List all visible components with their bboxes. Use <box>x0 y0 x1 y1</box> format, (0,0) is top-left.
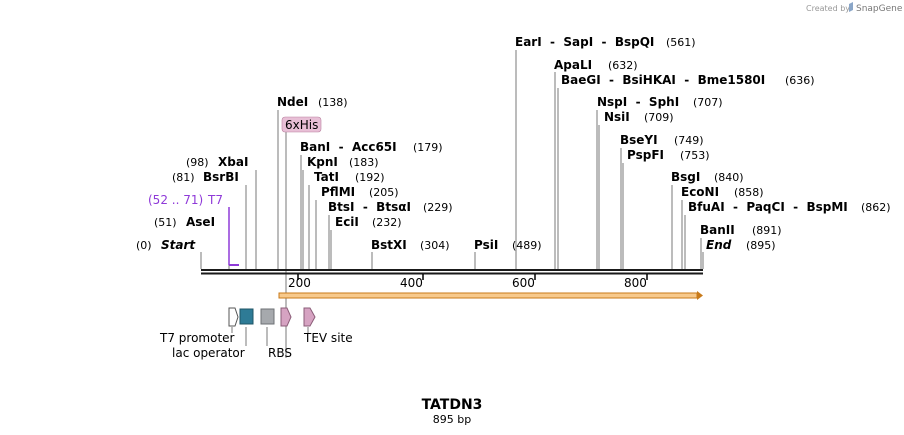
site-lines <box>200 50 704 358</box>
enzyme-pos: (205) <box>369 186 399 199</box>
6xhis-tag-label: 6xHis <box>285 118 318 132</box>
enzyme-name: PspFI <box>627 148 664 162</box>
t7-primer-range: (52 .. 71) <box>148 193 203 207</box>
enzyme-name: ApaLI <box>554 58 592 72</box>
enzyme-name: XbaI <box>218 155 248 169</box>
his-tag-marker-icon <box>280 307 292 327</box>
credit-prefix: Created by <box>806 4 850 13</box>
scale-ticks: 200 400 600 800 <box>288 276 647 290</box>
scale-tick: 800 <box>624 276 647 290</box>
enzyme-pos: (0) <box>136 239 152 252</box>
enzyme-name: BfuAI - PaqCI - BspMI <box>688 200 848 214</box>
enzyme-name: NdeI <box>277 95 308 109</box>
enzyme-name: AseI <box>186 215 215 229</box>
tev-site-label: TEV site <box>303 331 353 345</box>
tev-site-icon <box>303 307 316 327</box>
lac-operator-label: lac operator <box>172 346 245 360</box>
enzyme-name: TatI <box>314 170 339 184</box>
sequence-backbone <box>201 269 703 280</box>
enzyme-name: PflMI <box>321 185 355 199</box>
enzyme-name: EcoNI <box>681 185 719 199</box>
enzyme-pos: (858) <box>734 186 764 199</box>
enzyme-name: PsiI <box>474 238 498 252</box>
enzyme-pos: (636) <box>785 74 815 87</box>
enzyme-name: KpnI <box>307 155 338 169</box>
enzyme-pos: (862) <box>861 201 891 214</box>
enzyme-name: End <box>706 238 732 252</box>
enzyme-pos: (81) <box>172 171 195 184</box>
map-length: 895 bp <box>433 413 471 426</box>
lac-operator-icon <box>239 308 254 325</box>
t7-promoter-label: T7 promoter <box>159 331 235 345</box>
enzyme-pos: (489) <box>512 239 542 252</box>
enzyme-pos: (561) <box>666 36 696 49</box>
scale-tick: 600 <box>512 276 535 290</box>
enzyme-name: BanII <box>700 223 735 237</box>
enzyme-pos: (709) <box>644 111 674 124</box>
enzyme-pos: (183) <box>349 156 379 169</box>
enzyme-name: BstXI <box>371 238 407 252</box>
rbs-label: RBS <box>268 346 292 360</box>
enzyme-pos: (840) <box>714 171 744 184</box>
enzyme-pos: (229) <box>423 201 453 214</box>
enzyme-name: BsgI <box>671 170 700 184</box>
enzyme-name: BseYI <box>620 133 658 147</box>
scale-tick: 200 <box>288 276 311 290</box>
enzyme-labels: (0) Start (51) AseI (81) BsrBI (98) XbaI… <box>136 35 891 252</box>
enzyme-name: Start <box>161 238 196 252</box>
6xhis-tag: 6xHis <box>281 116 322 133</box>
enzyme-name: EarI - SapI - BspQI <box>515 35 654 49</box>
enzyme-name: EciI <box>335 215 359 229</box>
enzyme-pos: (232) <box>372 216 402 229</box>
t7-primer-name: T7 <box>207 193 223 207</box>
enzyme-pos: (632) <box>608 59 638 72</box>
orf-arrow <box>278 291 703 300</box>
enzyme-pos: (192) <box>355 171 385 184</box>
enzyme-pos: (98) <box>186 156 209 169</box>
map-title: TATDN3 <box>422 397 483 413</box>
enzyme-pos: (891) <box>752 224 782 237</box>
enzyme-name: BtsI - BtsαI <box>328 200 411 214</box>
feature-glyphs <box>228 307 316 346</box>
credit-brand: SnapGene <box>856 4 903 14</box>
snapgene-logo-icon <box>849 2 853 12</box>
enzyme-pos: (753) <box>680 149 710 162</box>
enzyme-name: NspI - SphI <box>597 95 679 109</box>
enzyme-pos: (179) <box>413 141 443 154</box>
enzyme-name: NsiI <box>604 110 630 124</box>
t7-promoter-icon <box>228 307 239 327</box>
scale-tick: 400 <box>400 276 423 290</box>
enzyme-pos: (749) <box>674 134 704 147</box>
enzyme-pos: (895) <box>746 239 776 252</box>
enzyme-pos: (304) <box>420 239 450 252</box>
enzyme-name: BanI - Acc65I <box>300 140 397 154</box>
enzyme-name: BsrBI <box>203 170 239 184</box>
rbs-icon <box>260 308 275 325</box>
enzyme-name: BaeGI - BsiHKAI - Bme1580I <box>561 73 765 87</box>
enzyme-pos: (707) <box>693 96 723 109</box>
enzyme-pos: (51) <box>154 216 177 229</box>
enzyme-pos: (138) <box>318 96 348 109</box>
